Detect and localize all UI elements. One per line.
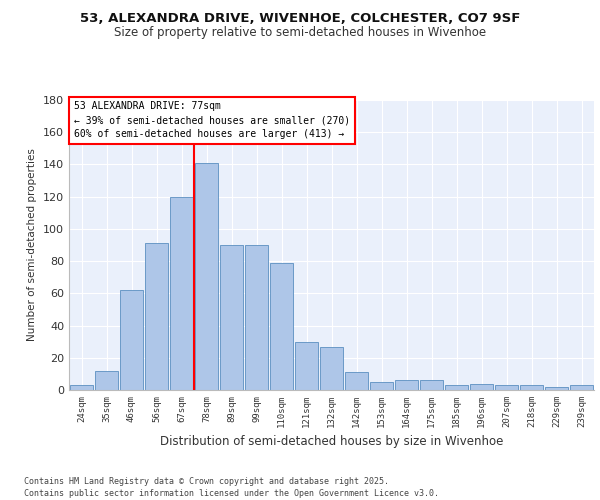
Bar [295,342,319,390]
Text: Size of property relative to semi-detached houses in Wivenhoe: Size of property relative to semi-detach… [114,26,486,39]
Bar [344,372,368,390]
Bar [269,262,293,390]
Bar [220,245,244,390]
Y-axis label: Number of semi-detached properties: Number of semi-detached properties [28,148,37,342]
Bar [320,346,343,390]
Bar [95,370,118,390]
Bar [520,385,544,390]
Text: Contains HM Land Registry data © Crown copyright and database right 2025.
Contai: Contains HM Land Registry data © Crown c… [24,476,439,498]
Bar [395,380,418,390]
Bar [569,385,593,390]
Bar [70,385,94,390]
X-axis label: Distribution of semi-detached houses by size in Wivenhoe: Distribution of semi-detached houses by … [160,436,503,448]
Bar [194,163,218,390]
Text: 53 ALEXANDRA DRIVE: 77sqm
← 39% of semi-detached houses are smaller (270)
60% of: 53 ALEXANDRA DRIVE: 77sqm ← 39% of semi-… [74,102,350,140]
Bar [494,385,518,390]
Bar [470,384,493,390]
Bar [245,245,268,390]
Bar [170,196,193,390]
Bar [419,380,443,390]
Bar [145,244,169,390]
Bar [119,290,143,390]
Text: 53, ALEXANDRA DRIVE, WIVENHOE, COLCHESTER, CO7 9SF: 53, ALEXANDRA DRIVE, WIVENHOE, COLCHESTE… [80,12,520,26]
Bar [545,387,568,390]
Bar [445,385,469,390]
Bar [370,382,394,390]
